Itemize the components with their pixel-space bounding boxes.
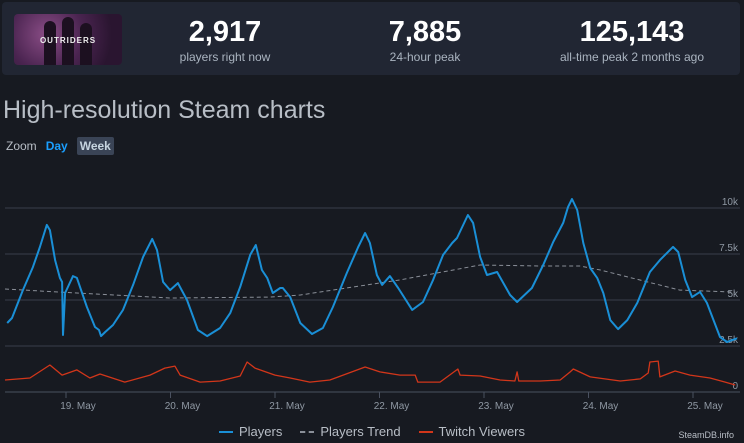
- zoom-day-button[interactable]: Day: [45, 139, 68, 153]
- x-tick-label: 20. May: [165, 401, 201, 412]
- y-tick-label: 7.5k: [719, 243, 739, 254]
- zoom-label: Zoom: [6, 139, 37, 153]
- legend-label: Twitch Viewers: [438, 424, 526, 439]
- game-thumbnail[interactable]: OUTRIDERS: [14, 14, 122, 65]
- stats-card: OUTRIDERS 2,917 players right now 7,885 …: [2, 2, 740, 75]
- stat-all-time-peak: 125,143 all-time peak 2 months ago: [542, 16, 722, 64]
- stat-value: 125,143: [579, 16, 685, 48]
- x-tick-label: 24. May: [583, 401, 619, 412]
- y-tick-label: 5k: [727, 289, 739, 300]
- twitch-viewers-line: [4, 360, 736, 386]
- zoom-controls: Zoom Day Week: [6, 137, 114, 155]
- legend-label: Players Trend: [320, 424, 401, 439]
- stat-value: 2,917: [188, 16, 262, 48]
- x-tick-label: 25. May: [687, 401, 723, 412]
- x-tick-label: 21. May: [269, 401, 305, 412]
- x-tick-label: 19. May: [60, 401, 96, 412]
- stat-value: 7,885: [388, 16, 462, 48]
- game-logo-text: OUTRIDERS: [39, 36, 97, 45]
- x-tick-label: 23. May: [478, 401, 514, 412]
- legend-players[interactable]: Players: [218, 424, 283, 439]
- steamdb-credit[interactable]: SteamDB.info: [678, 430, 734, 440]
- stat-24h-peak: 7,885 24-hour peak: [360, 16, 490, 64]
- zoom-week-button[interactable]: Week: [76, 137, 114, 155]
- stat-label: 24-hour peak: [389, 50, 461, 64]
- y-tick-label: 10k: [722, 197, 739, 208]
- chart-legend: Players Players Trend Twitch Viewers: [0, 424, 744, 439]
- players-trend-line: [4, 264, 736, 299]
- stat-current-players: 2,917 players right now: [160, 16, 290, 64]
- legend-twitch-viewers[interactable]: Twitch Viewers: [418, 424, 526, 439]
- y-tick-label: 0: [732, 381, 738, 392]
- players-line: [6, 198, 738, 343]
- stat-label: players right now: [179, 50, 271, 64]
- stat-label: all-time peak 2 months ago: [559, 50, 705, 64]
- section-title: High-resolution Steam charts: [3, 96, 326, 124]
- x-tick-label: 22. May: [374, 401, 410, 412]
- legend-label: Players: [238, 424, 283, 439]
- legend-players-trend[interactable]: Players Trend: [300, 424, 401, 439]
